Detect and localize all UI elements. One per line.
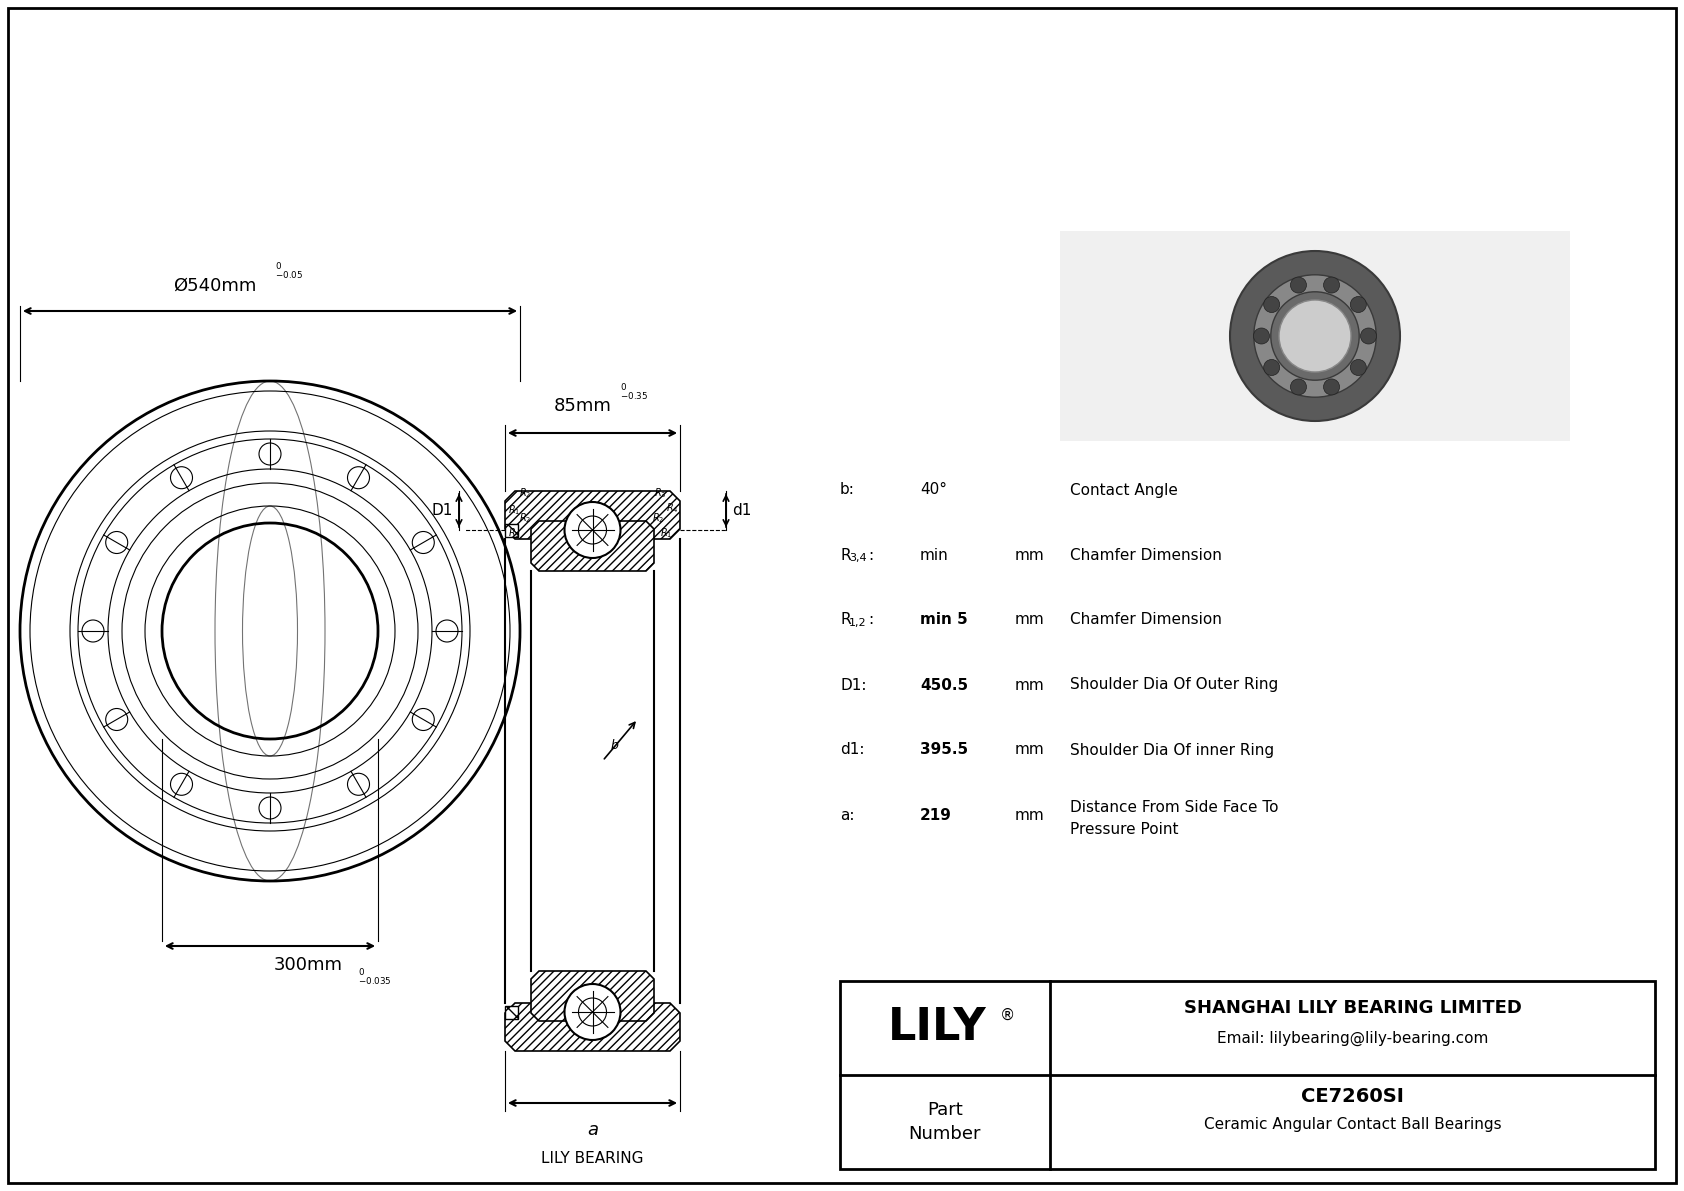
Circle shape	[1361, 328, 1376, 344]
Text: D1: D1	[431, 503, 453, 518]
Text: $R_2$: $R_2$	[519, 511, 532, 525]
Text: ®: ®	[1000, 1008, 1015, 1023]
Text: Distance From Side Face To: Distance From Side Face To	[1069, 799, 1278, 815]
Circle shape	[1280, 300, 1351, 372]
Polygon shape	[530, 971, 653, 1021]
Text: Pressure Point: Pressure Point	[1069, 822, 1179, 836]
Bar	[505, 524, 519, 536]
Text: mm: mm	[1015, 807, 1044, 823]
Text: Chamfer Dimension: Chamfer Dimension	[1069, 612, 1223, 628]
Text: min: min	[919, 548, 948, 562]
Text: Part
Number: Part Number	[909, 1102, 982, 1143]
Text: $R_2$: $R_2$	[519, 486, 532, 500]
Text: mm: mm	[1015, 742, 1044, 757]
Text: 3,4: 3,4	[849, 553, 867, 563]
Circle shape	[1290, 379, 1307, 395]
Text: 85mm: 85mm	[554, 397, 611, 414]
Text: :: :	[867, 612, 872, 628]
Bar	[840, 981, 1655, 1170]
Text: 40°: 40°	[919, 482, 946, 498]
Text: $^0_{-0.035}$: $^0_{-0.035}$	[359, 968, 392, 989]
Text: a: a	[588, 1121, 598, 1139]
Text: 300mm: 300mm	[273, 956, 342, 974]
Text: LILY BEARING: LILY BEARING	[541, 1151, 643, 1166]
Text: 395.5: 395.5	[919, 742, 968, 757]
Circle shape	[1351, 297, 1366, 312]
Text: 219: 219	[919, 807, 951, 823]
Circle shape	[1351, 360, 1366, 375]
Text: d1:: d1:	[840, 742, 864, 757]
Text: $R_3$: $R_3$	[653, 486, 667, 500]
Text: D1:: D1:	[840, 678, 867, 692]
Circle shape	[1253, 328, 1270, 344]
Text: R: R	[840, 548, 850, 562]
Circle shape	[1263, 360, 1280, 375]
Text: Shoulder Dia Of inner Ring: Shoulder Dia Of inner Ring	[1069, 742, 1275, 757]
Circle shape	[1324, 278, 1339, 293]
Circle shape	[1263, 297, 1280, 312]
Text: Ø540mm: Ø540mm	[173, 278, 256, 295]
Text: Email: lilybearing@lily-bearing.com: Email: lilybearing@lily-bearing.com	[1218, 1031, 1489, 1046]
Text: $^0_{-0.05}$: $^0_{-0.05}$	[274, 262, 303, 282]
Circle shape	[1255, 275, 1376, 398]
Text: SHANGHAI LILY BEARING LIMITED: SHANGHAI LILY BEARING LIMITED	[1184, 999, 1521, 1017]
Polygon shape	[505, 491, 680, 540]
Text: $R_2$: $R_2$	[652, 511, 663, 525]
Text: mm: mm	[1015, 612, 1044, 628]
Circle shape	[1324, 379, 1339, 395]
Text: $^0_{-0.35}$: $^0_{-0.35}$	[620, 382, 648, 403]
Text: d1: d1	[733, 503, 751, 518]
Circle shape	[564, 984, 620, 1040]
Text: R: R	[840, 612, 850, 628]
Text: Ceramic Angular Contact Ball Bearings: Ceramic Angular Contact Ball Bearings	[1204, 1117, 1502, 1131]
Text: Chamfer Dimension: Chamfer Dimension	[1069, 548, 1223, 562]
Circle shape	[1290, 278, 1307, 293]
Text: $R_1$: $R_1$	[509, 526, 520, 540]
Text: $R_4$: $R_4$	[665, 501, 679, 515]
Text: :: :	[867, 548, 872, 562]
Text: min 5: min 5	[919, 612, 968, 628]
Bar	[1059, 231, 1569, 441]
Circle shape	[1271, 292, 1359, 380]
Text: CE7260SI: CE7260SI	[1302, 1087, 1404, 1106]
Text: Contact Angle: Contact Angle	[1069, 482, 1177, 498]
Text: 1,2: 1,2	[849, 618, 867, 628]
Text: Shoulder Dia Of Outer Ring: Shoulder Dia Of Outer Ring	[1069, 678, 1278, 692]
Polygon shape	[505, 1003, 680, 1050]
Circle shape	[1229, 251, 1399, 420]
Text: LILY: LILY	[887, 1006, 987, 1049]
Text: b:: b:	[840, 482, 855, 498]
Text: $R_1$: $R_1$	[660, 526, 672, 540]
Text: a:: a:	[840, 807, 854, 823]
Text: b: b	[611, 738, 618, 752]
Polygon shape	[530, 520, 653, 570]
Bar	[505, 1005, 519, 1018]
Text: mm: mm	[1015, 548, 1044, 562]
Circle shape	[564, 501, 620, 559]
Text: mm: mm	[1015, 678, 1044, 692]
Text: 450.5: 450.5	[919, 678, 968, 692]
Text: $R_1$: $R_1$	[509, 503, 520, 517]
